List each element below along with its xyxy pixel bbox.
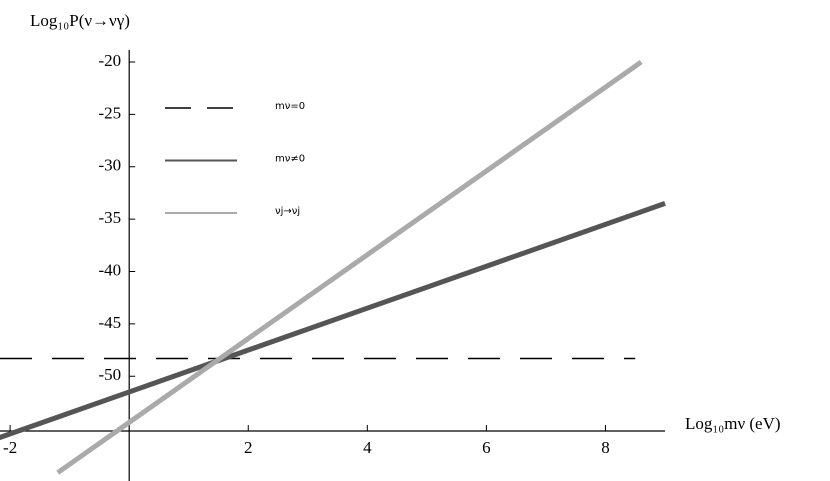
y-axis-label: Log₁₀P(ν→νγ) xyxy=(30,11,130,30)
y-tick-label: -20 xyxy=(99,51,122,70)
y-tick-label: -40 xyxy=(99,260,122,279)
x-tick-label: 8 xyxy=(601,438,610,457)
legend-label: νj→νj xyxy=(275,206,300,217)
legend-label: mν≠0 xyxy=(275,154,305,165)
data-line xyxy=(0,201,666,441)
x-tick-label: -2 xyxy=(3,438,17,457)
data-line xyxy=(56,59,643,475)
x-tick-label: 6 xyxy=(482,438,491,457)
y-tick-label: -25 xyxy=(99,103,122,122)
legend-label: mν=0 xyxy=(275,101,305,112)
y-tick-label: -50 xyxy=(99,365,122,384)
y-tick-label: -30 xyxy=(99,156,122,175)
y-tick-label: -45 xyxy=(99,313,122,332)
x-tick-label: 2 xyxy=(244,438,253,457)
x-axis-label: Log₁₀mν (eV) xyxy=(685,414,781,433)
y-tick-label: -35 xyxy=(99,208,122,227)
x-tick-label: 4 xyxy=(363,438,372,457)
